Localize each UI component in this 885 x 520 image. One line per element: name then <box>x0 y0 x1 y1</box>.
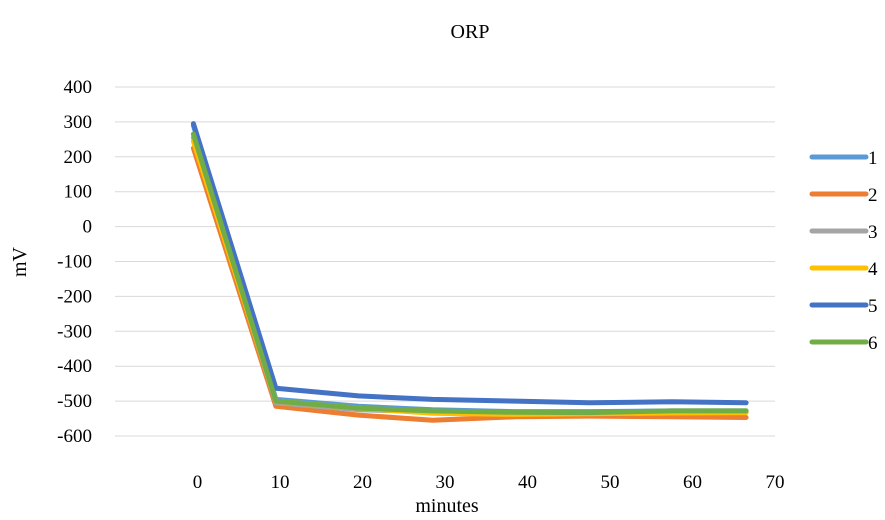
x-axis-title: minutes <box>415 495 479 517</box>
x-tick-label: 10 <box>271 472 290 493</box>
y-tick-label: -200 <box>57 286 92 307</box>
x-tick-label: 20 <box>353 472 372 493</box>
x-tick-label: 70 <box>766 472 785 493</box>
y-axis-title: mV <box>9 246 31 277</box>
series-line-5 <box>190 121 749 406</box>
y-tick-label: -300 <box>57 321 92 342</box>
y-tick-label: 0 <box>83 217 93 238</box>
legend-label: 4 <box>868 259 878 280</box>
legend-label: 3 <box>868 222 878 243</box>
y-axis-ticks: 400 300 200 100 0 -100 -200 -300 -400 -500 -600 <box>57 77 92 447</box>
series-line-6 <box>190 131 749 416</box>
legend-label: 1 <box>868 148 878 169</box>
x-tick-label: 0 <box>193 472 203 493</box>
y-tick-label: 300 <box>64 112 93 133</box>
series-lines <box>190 121 749 423</box>
x-axis-ticks: 0 10 20 30 40 50 60 70 <box>193 472 785 493</box>
x-tick-label: 40 <box>518 472 537 493</box>
series-line-3 <box>190 135 749 416</box>
legend-label: 2 <box>868 185 878 206</box>
legend: 1 2 3 4 5 6 <box>809 148 878 354</box>
y-tick-label: -500 <box>57 391 92 412</box>
y-tick-label: 400 <box>64 77 93 98</box>
x-tick-label: 30 <box>436 472 455 493</box>
y-tick-label: -100 <box>57 252 92 273</box>
gridlines <box>115 86 775 437</box>
series-line-4 <box>190 138 749 417</box>
series-line-2 <box>190 145 749 423</box>
y-tick-label: 100 <box>64 182 93 203</box>
y-tick-label: -600 <box>57 426 92 447</box>
legend-label: 5 <box>868 296 878 317</box>
x-tick-label: 50 <box>601 472 620 493</box>
y-tick-label: -400 <box>57 356 92 377</box>
y-tick-label: 200 <box>64 147 93 168</box>
series-line-1 <box>190 122 749 415</box>
legend-label: 6 <box>868 333 878 354</box>
x-tick-label: 60 <box>683 472 702 493</box>
chart-title: ORP <box>451 21 490 43</box>
